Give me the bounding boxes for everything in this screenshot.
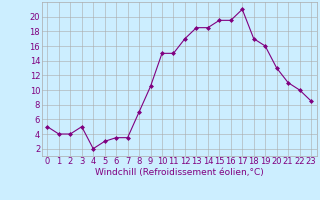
- X-axis label: Windchill (Refroidissement éolien,°C): Windchill (Refroidissement éolien,°C): [95, 168, 264, 177]
